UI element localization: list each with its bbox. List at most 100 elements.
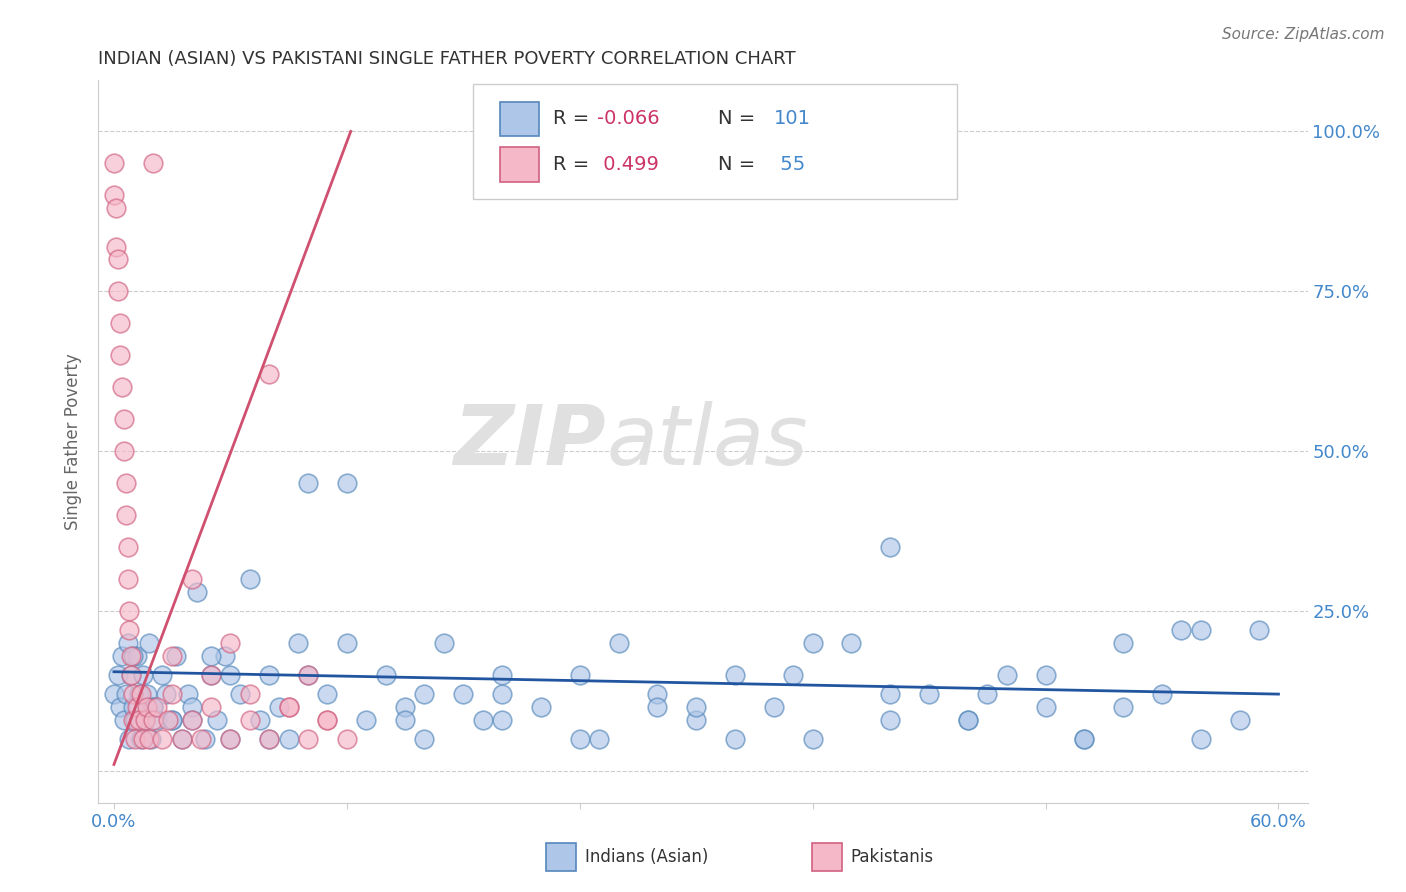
FancyBboxPatch shape xyxy=(811,843,842,871)
Point xyxy=(128,687,150,701)
Point xyxy=(879,540,901,554)
Point xyxy=(239,572,262,586)
FancyBboxPatch shape xyxy=(501,147,538,182)
Point xyxy=(336,476,359,491)
Point xyxy=(453,687,475,701)
Point xyxy=(685,699,707,714)
Point xyxy=(127,699,149,714)
Point xyxy=(413,731,436,746)
Point xyxy=(134,713,156,727)
Point xyxy=(142,713,165,727)
Text: Indians (Asian): Indians (Asian) xyxy=(585,848,707,866)
Point xyxy=(316,713,339,727)
Point xyxy=(145,699,167,714)
Point xyxy=(1189,623,1212,637)
Point xyxy=(491,687,513,701)
Point xyxy=(801,636,824,650)
Point xyxy=(180,713,202,727)
Point xyxy=(138,731,160,746)
Text: N =: N = xyxy=(717,155,761,174)
Point xyxy=(103,687,125,701)
Point xyxy=(160,687,183,701)
Point xyxy=(111,380,134,394)
Point xyxy=(316,687,339,701)
Point xyxy=(762,699,785,714)
Point xyxy=(724,731,747,746)
Point xyxy=(129,687,152,701)
Point xyxy=(879,713,901,727)
Point xyxy=(118,604,141,618)
Point xyxy=(801,731,824,746)
Point xyxy=(124,731,146,746)
Text: ZIP: ZIP xyxy=(454,401,606,482)
Text: INDIAN (ASIAN) VS PAKISTANI SINGLE FATHER POVERTY CORRELATION CHART: INDIAN (ASIAN) VS PAKISTANI SINGLE FATHE… xyxy=(98,50,796,68)
Point xyxy=(297,668,319,682)
Point xyxy=(134,713,156,727)
Point xyxy=(336,731,359,746)
Point xyxy=(1247,623,1270,637)
Point xyxy=(1112,699,1135,714)
Point xyxy=(160,648,183,663)
Point xyxy=(112,444,135,458)
Point xyxy=(336,636,359,650)
Point xyxy=(160,713,183,727)
Point xyxy=(114,687,136,701)
Point xyxy=(1170,623,1192,637)
Point xyxy=(128,713,150,727)
Point xyxy=(180,713,202,727)
Point xyxy=(956,713,979,727)
Point xyxy=(108,699,131,714)
Point xyxy=(136,687,159,701)
Point xyxy=(568,731,591,746)
Point xyxy=(568,668,591,682)
Point xyxy=(1035,668,1057,682)
Point xyxy=(413,687,436,701)
Point xyxy=(219,668,242,682)
Point xyxy=(956,713,979,727)
Point xyxy=(117,572,139,586)
Point xyxy=(107,285,129,299)
Point xyxy=(724,668,747,682)
Point xyxy=(1229,713,1251,727)
Point xyxy=(120,668,142,682)
Point xyxy=(249,713,271,727)
Text: 55: 55 xyxy=(775,155,806,174)
Point xyxy=(107,668,129,682)
Point xyxy=(257,668,280,682)
Point xyxy=(214,648,236,663)
Point xyxy=(200,668,222,682)
Point xyxy=(138,636,160,650)
Point xyxy=(685,713,707,727)
Point xyxy=(918,687,941,701)
Text: atlas: atlas xyxy=(606,401,808,482)
Point xyxy=(297,731,319,746)
Point xyxy=(132,731,155,746)
Point xyxy=(354,713,377,727)
Point xyxy=(104,239,127,253)
Text: Pakistanis: Pakistanis xyxy=(851,848,934,866)
Point xyxy=(120,648,142,663)
Point xyxy=(200,668,222,682)
Point xyxy=(157,713,180,727)
Point xyxy=(277,699,299,714)
Point xyxy=(155,687,177,701)
Point xyxy=(180,699,202,714)
Y-axis label: Single Father Poverty: Single Father Poverty xyxy=(65,353,83,530)
Point xyxy=(186,584,208,599)
Point xyxy=(136,699,159,714)
FancyBboxPatch shape xyxy=(501,102,538,136)
Point xyxy=(647,687,669,701)
Point xyxy=(1073,731,1095,746)
Point xyxy=(588,731,610,746)
Point xyxy=(114,508,136,522)
Point xyxy=(1150,687,1173,701)
Point xyxy=(995,668,1018,682)
Point xyxy=(108,348,131,362)
Point xyxy=(297,476,319,491)
Point xyxy=(170,731,193,746)
FancyBboxPatch shape xyxy=(474,84,957,200)
Point xyxy=(124,713,146,727)
Point xyxy=(112,713,135,727)
Point xyxy=(267,699,290,714)
Point xyxy=(118,731,141,746)
